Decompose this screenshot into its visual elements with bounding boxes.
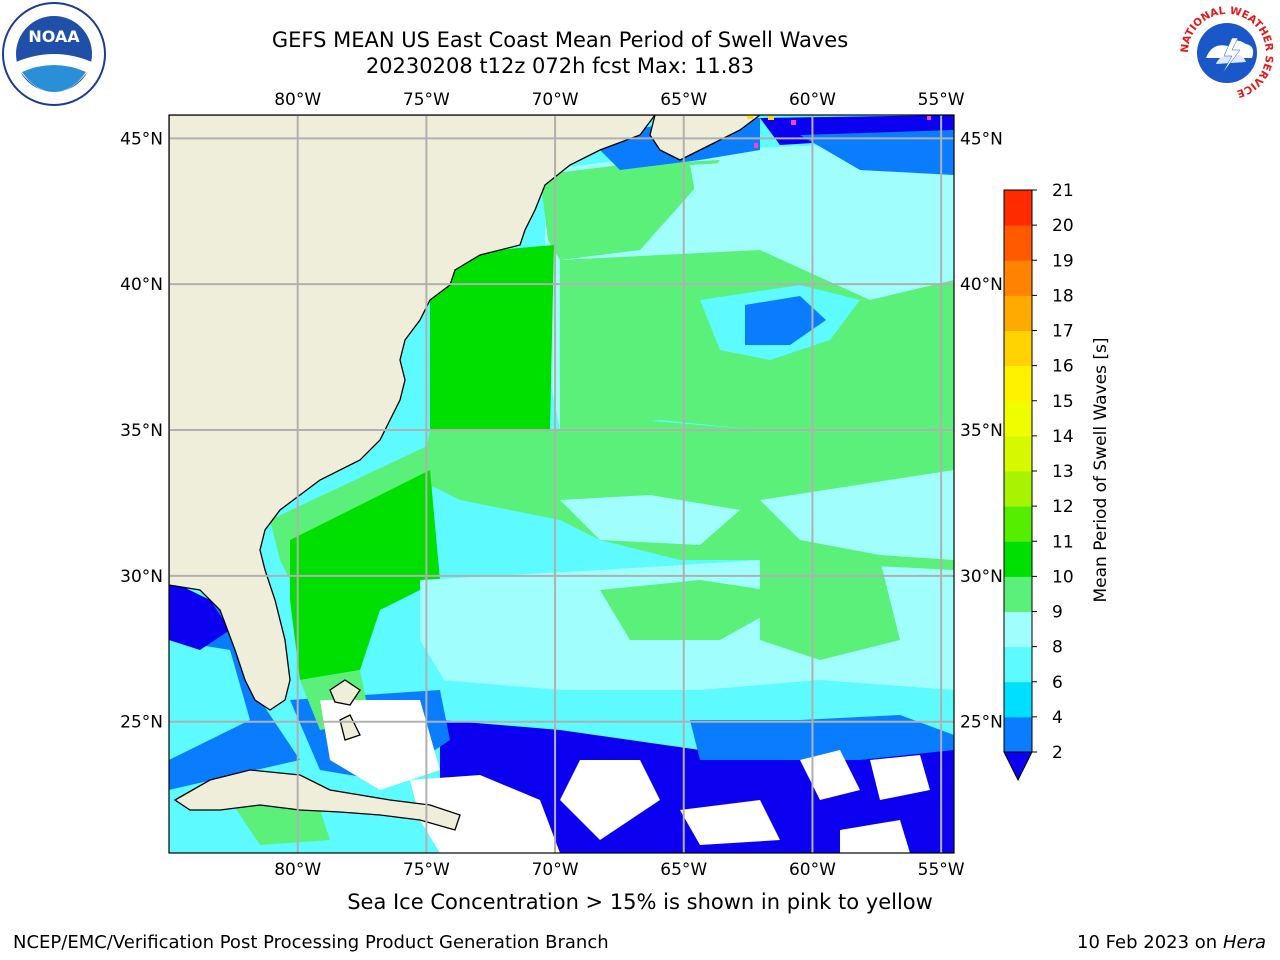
colorbar-segment	[1004, 400, 1032, 437]
noaa-logo: NOAA	[2, 2, 106, 106]
colorbar-segment	[1004, 471, 1032, 507]
gridlines	[169, 115, 954, 853]
lon-label-top: 65°W	[660, 90, 707, 110]
colorbar-segment	[1004, 576, 1032, 612]
colorbar-segment	[1004, 225, 1032, 261]
lat-label-right: 30°N	[960, 567, 1003, 587]
colorbar-tick-label: 10	[1052, 567, 1074, 587]
colorbar-segment	[1004, 716, 1032, 753]
lon-label-bottom: 70°W	[532, 860, 579, 880]
lat-label-left: 40°N	[120, 275, 163, 295]
map-frame	[168, 114, 955, 854]
lat-label-right: 40°N	[960, 275, 1003, 295]
footer-credit: NCEP/EMC/Verification Post Processing Pr…	[13, 932, 609, 953]
colorbar-tick-label: 16	[1052, 357, 1074, 377]
colorbar-segment	[1004, 646, 1032, 683]
sea-ice-markers	[747, 115, 931, 148]
footer-date: 10 Feb 2023 on Hera	[1077, 932, 1266, 953]
colorbar-tick-label: 19	[1052, 251, 1074, 271]
colorbar-tick-label: 20	[1052, 216, 1074, 236]
lat-label-left: 30°N	[120, 567, 163, 587]
colorbar-segment	[1004, 330, 1032, 367]
colorbar: 2 4 6 8 9 10 11 12 13 14 15 16 17 18 19 20 21	[1003, 181, 1074, 782]
colorbar-tick-label: 9	[1052, 603, 1063, 623]
lat-label-right: 25°N	[960, 713, 1003, 733]
footer-date-text: 10 Feb 2023 on	[1077, 932, 1218, 953]
chart-subtitle: 20230208 t12z 072h fcst Max: 11.83	[365, 54, 755, 78]
colorbar-tick-label: 11	[1052, 532, 1074, 552]
colorbar-segment	[1004, 506, 1032, 542]
colorbar-segment	[1004, 541, 1032, 577]
colorbar-segment	[1004, 260, 1032, 296]
colorbar-tick-label: 12	[1052, 497, 1074, 517]
colorbar-tick-label: 4	[1052, 708, 1063, 728]
axis-labels: 80°W 80°W 75°W 75°W 70°W 70°W 65°W 65°W 60°W 60°W…	[120, 90, 1003, 880]
colorbar-tick-label: 14	[1052, 427, 1074, 447]
colorbar-tick-label: 13	[1052, 462, 1074, 482]
lon-label-bottom: 55°W	[918, 860, 965, 880]
colorbar-extend-arrow	[1003, 751, 1033, 782]
lat-label-left: 35°N	[120, 421, 163, 441]
colorbar-tick-label: 17	[1052, 322, 1074, 342]
colorbar-tick-label: 21	[1052, 181, 1074, 201]
lon-label-bottom: 60°W	[789, 860, 836, 880]
lon-label-bottom: 65°W	[660, 860, 707, 880]
map-area	[169, 115, 954, 853]
chart-title: GEFS MEAN US East Coast Mean Period of S…	[271, 28, 849, 52]
lon-label-top: 60°W	[789, 90, 836, 110]
colorbar-segment	[1004, 365, 1032, 402]
lat-label-left: 25°N	[120, 713, 163, 733]
lon-label-top: 80°W	[274, 90, 321, 110]
colorbar-label: Mean Period of Swell Waves [s]	[1091, 338, 1111, 603]
footer-host: Hera	[1222, 932, 1266, 953]
lon-label-bottom: 75°W	[403, 860, 450, 880]
colorbar-segment	[1004, 190, 1032, 226]
colorbar-tick-label: 18	[1052, 286, 1074, 306]
colorbar-segment	[1004, 295, 1032, 331]
lat-label-right: 35°N	[960, 421, 1003, 441]
colorbar-tick-label: 6	[1052, 673, 1063, 693]
colorbar-segment	[1004, 681, 1032, 718]
lon-label-bottom: 80°W	[274, 860, 321, 880]
colorbar-tick-label: 15	[1052, 392, 1074, 412]
colorbar-tick-label: 2	[1052, 743, 1063, 763]
lat-label-right: 45°N	[960, 129, 1003, 149]
nws-logo: NATIONAL WEATHER SERVICE	[1177, 3, 1277, 103]
lat-label-left: 45°N	[120, 129, 163, 149]
lon-label-top: 70°W	[532, 90, 579, 110]
lon-label-top: 75°W	[403, 90, 450, 110]
colorbar-segment	[1004, 611, 1032, 648]
colorbar-segment	[1004, 435, 1032, 472]
colorbar-tick-label: 8	[1052, 638, 1063, 658]
sea-ice-note: Sea Ice Concentration > 15% is shown in …	[347, 890, 933, 914]
lon-label-top: 55°W	[918, 90, 965, 110]
noaa-logo-text: NOAA	[28, 27, 80, 46]
